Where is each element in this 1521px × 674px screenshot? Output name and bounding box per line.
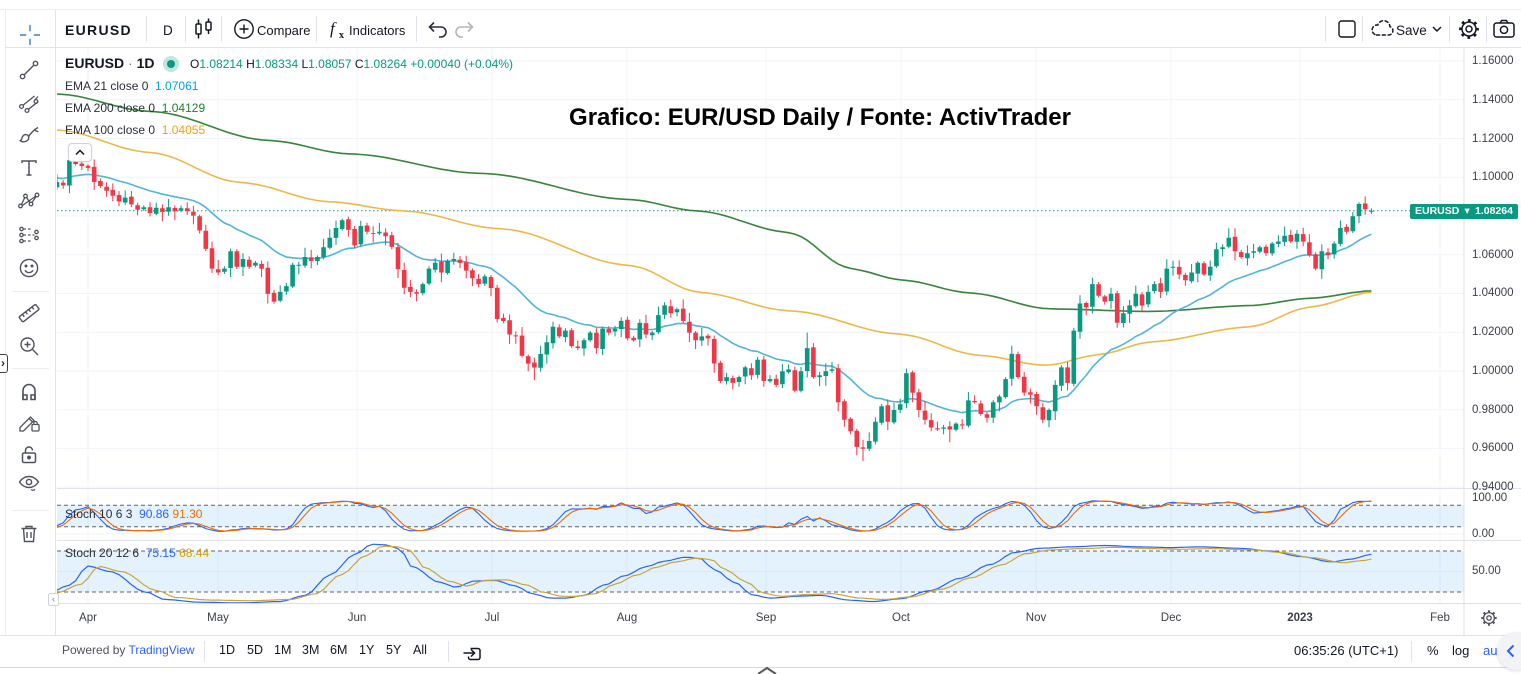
svg-text:f: f: [330, 19, 337, 38]
svg-text:x: x: [339, 30, 344, 41]
